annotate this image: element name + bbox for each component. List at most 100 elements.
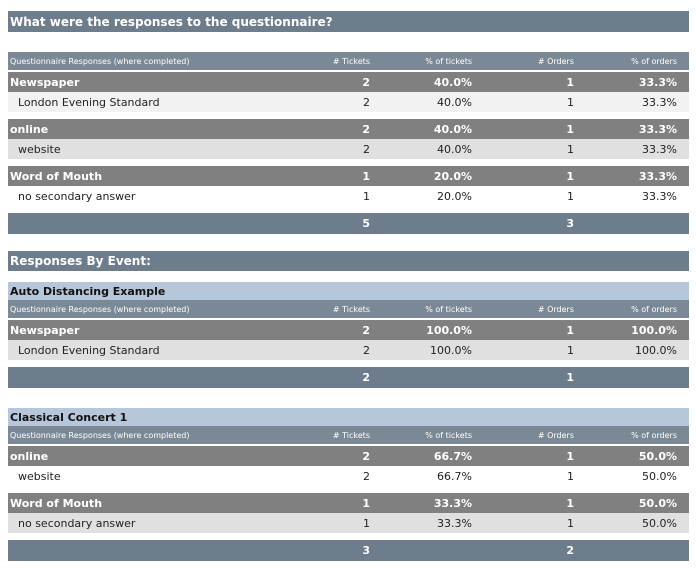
group-row-value: 40.0%: [433, 75, 472, 89]
header-value: % of tickets: [425, 304, 472, 314]
group-row-label: Word of Mouth: [10, 169, 103, 183]
header-value: % of tickets: [425, 430, 472, 440]
group-row-value: 1: [566, 496, 574, 510]
sub-row-value: 40.0%: [437, 95, 472, 109]
group-row-value: 50.0%: [638, 449, 677, 463]
group-row: Word of Mouth 1 33.3% 1 50.0%: [8, 493, 689, 513]
column-header: Questionnaire Responses (where completed…: [8, 300, 689, 318]
group-row: online 2 66.7% 1 50.0%: [8, 446, 689, 466]
sub-row-value: 33.3%: [642, 142, 677, 156]
group-row-value: 50.0%: [638, 496, 677, 510]
event-name: Classical Concert 1: [8, 408, 689, 426]
sub-row-value: 100.0%: [430, 343, 472, 357]
group-row-value: 1: [362, 169, 370, 183]
column-header: Questionnaire Responses (where completed…: [8, 426, 689, 444]
group-row-value: 33.3%: [638, 122, 677, 136]
group-row-value: 1: [566, 169, 574, 183]
sub-row-value: 33.3%: [642, 95, 677, 109]
sub-row-value: 40.0%: [437, 142, 472, 156]
header-value: % of tickets: [425, 56, 472, 66]
sub-row: website 2 66.7% 1 50.0%: [8, 466, 689, 486]
group-row-value: 33.3%: [638, 169, 677, 183]
sub-row-value: 50.0%: [642, 469, 677, 483]
sub-row-value: 33.3%: [642, 189, 677, 203]
group-row-value: 2: [362, 323, 370, 337]
header-value: # Orders: [537, 56, 574, 66]
sub-row: no secondary answer 1 20.0% 1 33.3%: [8, 186, 689, 206]
section-heading: Responses By Event:: [10, 254, 151, 268]
group-row-label: Newspaper: [10, 75, 80, 89]
group-row-value: 100.0%: [631, 323, 677, 337]
sub-row-value: 33.3%: [437, 516, 472, 530]
group-row-value: 33.3%: [433, 496, 472, 510]
sub-row: London Evening Standard 2 100.0% 1 100.0%: [8, 340, 689, 360]
group-row-value: 1: [566, 449, 574, 463]
group-row-value: 1: [566, 323, 574, 337]
sub-row-value: 1: [567, 343, 574, 357]
title-bar: What were the responses to the questionn…: [8, 11, 689, 32]
sub-row-value: 1: [363, 189, 370, 203]
header-value: % of orders: [631, 430, 677, 440]
title: What were the responses to the questionn…: [10, 14, 333, 29]
header-value: # Tickets: [332, 304, 370, 314]
header-value: # Tickets: [332, 56, 370, 66]
sub-row-value: 1: [567, 95, 574, 109]
header-label: Questionnaire Responses (where completed…: [10, 56, 190, 66]
group-row: Newspaper 2 100.0% 1 100.0%: [8, 320, 689, 340]
sub-row-value: 50.0%: [642, 516, 677, 530]
group-row: Word of Mouth 1 20.0% 1 33.3%: [8, 166, 689, 186]
sub-row: website 2 40.0% 1 33.3%: [8, 139, 689, 159]
column-header: Questionnaire Responses (where completed…: [8, 52, 689, 70]
group-row: Newspaper 2 40.0% 1 33.3%: [8, 72, 689, 92]
group-row-label: online: [10, 449, 49, 463]
total-tickets: 5: [362, 217, 370, 230]
group-row-value: 2: [362, 122, 370, 136]
event-name: Auto Distancing Example: [8, 282, 689, 300]
total-tickets: 2: [362, 371, 370, 384]
event-name: Auto Distancing Example: [10, 284, 166, 298]
group-row-value: 1: [566, 75, 574, 89]
event-name: Classical Concert 1: [10, 410, 128, 424]
section-heading: Responses By Event:: [8, 251, 689, 271]
group-row-value: 2: [362, 449, 370, 463]
sub-row-label: London Evening Standard: [18, 343, 160, 357]
sub-row-label: no secondary answer: [18, 516, 136, 530]
group-row: online 2 40.0% 1 33.3%: [8, 119, 689, 139]
sub-row: London Evening Standard 2 40.0% 1 33.3%: [8, 92, 689, 112]
group-row-value: 66.7%: [433, 449, 472, 463]
sub-row-value: 1: [567, 469, 574, 483]
sub-row-value: 2: [363, 142, 370, 156]
group-row-label: online: [10, 122, 49, 136]
total-tickets: 3: [362, 544, 370, 557]
sub-row-label: website: [18, 142, 61, 156]
sub-row-label: website: [18, 469, 61, 483]
sub-row-value: 66.7%: [437, 469, 472, 483]
header-value: # Orders: [537, 304, 574, 314]
group-row-value: 1: [362, 496, 370, 510]
group-row-label: Newspaper: [10, 323, 80, 337]
group-row-label: Word of Mouth: [10, 496, 103, 510]
sub-row-label: London Evening Standard: [18, 95, 160, 109]
sub-row-value: 2: [363, 343, 370, 357]
sub-row-value: 20.0%: [437, 189, 472, 203]
header-value: # Tickets: [332, 430, 370, 440]
total-orders: 2: [566, 544, 574, 557]
header-label: Questionnaire Responses (where completed…: [10, 430, 190, 440]
sub-row-value: 2: [363, 95, 370, 109]
total-orders: 1: [566, 371, 574, 384]
group-row-value: 1: [566, 122, 574, 136]
group-row-value: 33.3%: [638, 75, 677, 89]
group-row-value: 100.0%: [426, 323, 472, 337]
header-value: % of orders: [631, 56, 677, 66]
sub-row-value: 1: [567, 142, 574, 156]
header-value: % of orders: [631, 304, 677, 314]
group-row-value: 40.0%: [433, 122, 472, 136]
sub-row-value: 100.0%: [635, 343, 677, 357]
sub-row-value: 2: [363, 469, 370, 483]
header-value: # Orders: [537, 430, 574, 440]
group-row-value: 20.0%: [433, 169, 472, 183]
sub-row-value: 1: [363, 516, 370, 530]
sub-row: no secondary answer 1 33.3% 1 50.0%: [8, 513, 689, 533]
